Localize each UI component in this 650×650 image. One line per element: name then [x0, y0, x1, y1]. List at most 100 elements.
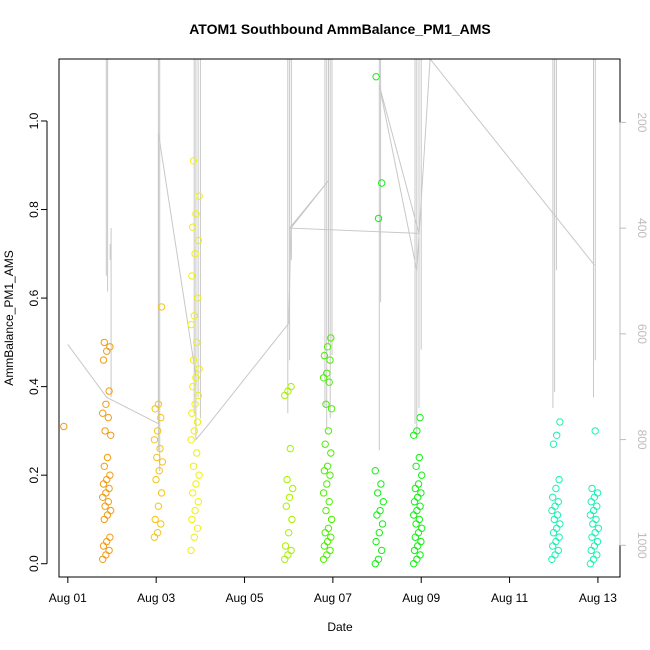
data-point-8-14	[549, 493, 557, 501]
data-point-8-6	[549, 529, 558, 537]
data-point-1-18	[103, 453, 112, 462]
data-point-9-18	[591, 427, 599, 435]
data-point-1-16	[106, 471, 114, 479]
data-point-6-3	[372, 537, 380, 546]
data-point-9-15	[590, 493, 599, 501]
data-point-8-4	[552, 537, 560, 546]
data-point-4-8	[289, 484, 297, 493]
data-point-5-27	[327, 334, 335, 342]
data-point-4-13	[287, 382, 295, 391]
data-point-5-0	[319, 555, 328, 563]
y-tick-label-1: 0.2	[27, 467, 41, 484]
data-point-8-1	[551, 551, 559, 559]
data-point-3-12	[190, 427, 199, 435]
data-point-5-20	[322, 400, 330, 408]
data-point-7-8	[418, 524, 426, 532]
data-point-7-24	[416, 413, 424, 422]
data-point-7-12	[413, 506, 421, 515]
data-point-9-16	[593, 489, 602, 497]
data-point-5-19	[327, 405, 336, 413]
data-point-8-12	[551, 502, 559, 510]
data-point-7-6	[411, 533, 419, 541]
data-point-5-2	[326, 546, 334, 555]
data-point-5-7	[324, 524, 333, 532]
data-point-3-2	[193, 524, 202, 532]
data-point-6-1	[374, 555, 383, 563]
data-point-2-16	[157, 303, 166, 311]
data-point-3-25	[188, 272, 196, 280]
data-point-5-17	[321, 440, 329, 448]
data-point-6-12	[374, 214, 383, 223]
data-point-9-9	[589, 520, 597, 528]
data-point-1-2	[105, 546, 113, 555]
data-point-3-5	[194, 498, 203, 506]
data-point-9-6	[588, 533, 596, 541]
data-point-3-28	[189, 223, 197, 231]
points-layer	[60, 73, 603, 568]
data-point-2-6	[152, 475, 160, 484]
data-point-7-7	[414, 529, 423, 537]
data-point-5-26	[323, 343, 332, 351]
x-tick-label-6: Aug 13	[579, 591, 617, 605]
data-point-3-16	[194, 391, 203, 400]
data-point-1-27	[106, 343, 114, 351]
data-point-9-11	[586, 511, 595, 519]
data-point-7-20	[412, 462, 420, 470]
data-point-1-28	[100, 338, 109, 347]
data-point-3-15	[191, 400, 199, 408]
data-point-1-23	[102, 400, 110, 408]
data-point-1-13	[105, 484, 113, 493]
data-point-8-3	[549, 542, 557, 550]
data-point-8-15	[552, 484, 560, 493]
data-point-3-11	[187, 436, 195, 444]
data-point-8-8	[556, 520, 564, 528]
data-point-5-18	[324, 427, 333, 435]
data-point-1-24	[105, 387, 113, 395]
data-point-1-6	[100, 515, 109, 524]
data-point-4-1	[284, 551, 292, 559]
x-tick-label-5: Aug 11	[491, 591, 528, 605]
data-point-5-24	[326, 356, 334, 364]
data-point-1-20	[101, 427, 109, 435]
x-tick-label-1: Aug 03	[137, 591, 175, 605]
data-point-9-5	[593, 537, 602, 546]
data-point-6-9	[374, 489, 382, 497]
data-point-1-22	[99, 409, 107, 417]
data-point-5-9	[322, 506, 330, 515]
data-point-3-27	[194, 236, 203, 245]
data-point-7-10	[415, 515, 423, 524]
data-point-7-2	[416, 551, 424, 559]
right-tick-label-2: 600	[635, 324, 649, 344]
data-point-4-3	[281, 542, 290, 550]
data-point-9-7	[591, 529, 599, 537]
data-point-7-21	[415, 453, 423, 462]
data-point-5-22	[319, 374, 328, 382]
data-point-2-5	[157, 489, 166, 497]
data-point-3-20	[189, 356, 198, 364]
data-point-3-29	[192, 210, 200, 218]
data-point-2-4	[154, 502, 163, 510]
data-point-1-17	[100, 462, 109, 470]
data-point-5-23	[323, 369, 331, 377]
data-point-6-13	[378, 179, 386, 187]
right-tick-label-4: 1000	[635, 532, 649, 559]
data-point-8-17	[549, 440, 558, 448]
data-point-1-1	[102, 551, 110, 559]
data-point-7-3	[410, 546, 419, 555]
data-point-3-3	[188, 515, 196, 524]
data-point-3-6	[189, 489, 197, 497]
data-point-5-3	[320, 542, 329, 550]
data-point-8-10	[553, 511, 562, 519]
y-axis: 0.0 0.2 0.4 0.6 0.8 1.0	[27, 112, 48, 572]
data-point-1-26	[103, 347, 111, 355]
data-point-3-26	[191, 250, 199, 258]
data-point-3-21	[193, 338, 201, 347]
data-point-7-9	[412, 520, 420, 528]
data-point-4-11	[281, 391, 289, 400]
data-point-7-17	[411, 484, 419, 493]
data-point-5-14	[320, 467, 329, 475]
data-point-2-0	[150, 533, 159, 541]
data-point-8-19	[556, 418, 564, 426]
data-point-7-19	[418, 471, 426, 479]
data-point-7-14	[410, 498, 419, 506]
